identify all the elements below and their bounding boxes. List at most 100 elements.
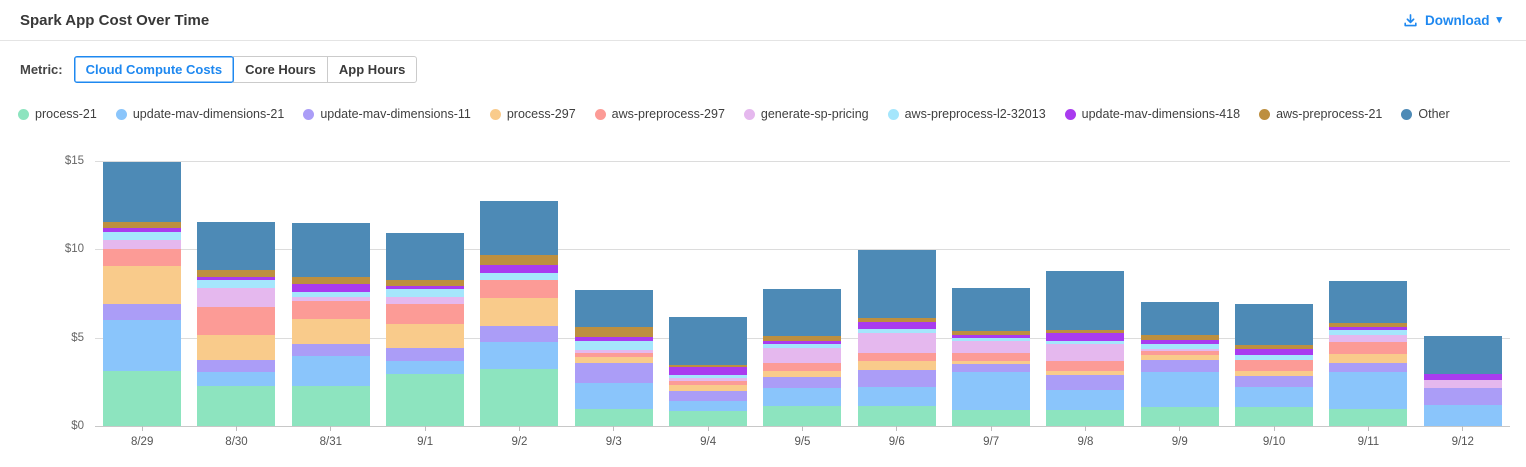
bar-segment-update-mav-dimensions-11[interactable] bbox=[386, 347, 465, 362]
bar-segment-aws-preprocess-297[interactable] bbox=[1046, 361, 1125, 371]
bar-segment-process-297[interactable] bbox=[857, 360, 936, 370]
bar-segment-aws-preprocess-l2-32013[interactable] bbox=[197, 279, 276, 288]
bar-9-11[interactable] bbox=[1329, 161, 1408, 426]
bar-segment-process-297[interactable] bbox=[480, 298, 559, 327]
bar-segment-aws-preprocess-297[interactable] bbox=[480, 279, 559, 299]
bar-segment-update-mav-dimensions-11[interactable] bbox=[291, 343, 370, 356]
bar-segment-update-mav-dimensions-21[interactable] bbox=[1235, 387, 1314, 408]
legend-item-update-mav-dimensions-21[interactable]: update-mav-dimensions-21 bbox=[115, 107, 284, 121]
bar-segment-update-mav-dimensions-418[interactable] bbox=[574, 337, 653, 342]
bar-9-8[interactable] bbox=[1046, 161, 1125, 426]
bar-segment-update-mav-dimensions-418[interactable] bbox=[763, 341, 842, 345]
legend-item-process-21[interactable]: process-21 bbox=[18, 107, 97, 121]
bar-segment-generate-sp-pricing[interactable] bbox=[857, 332, 936, 353]
bar-segment-update-mav-dimensions-21[interactable] bbox=[1046, 390, 1125, 411]
bar-segment-other[interactable] bbox=[386, 233, 465, 280]
bar-segment-other[interactable] bbox=[763, 288, 842, 337]
bar-segment-other[interactable] bbox=[1046, 270, 1125, 330]
bar-segment-update-mav-dimensions-418[interactable] bbox=[1235, 348, 1314, 356]
bar-segment-update-mav-dimensions-21[interactable] bbox=[386, 361, 465, 374]
bar-segment-aws-preprocess-297[interactable] bbox=[952, 352, 1031, 362]
bar-segment-generate-sp-pricing[interactable] bbox=[103, 239, 182, 249]
bar-segment-generate-sp-pricing[interactable] bbox=[763, 347, 842, 363]
bar-8-31[interactable] bbox=[291, 161, 370, 426]
bar-9-3[interactable] bbox=[574, 161, 653, 426]
bar-segment-update-mav-dimensions-11[interactable] bbox=[857, 369, 936, 388]
bar-segment-other[interactable] bbox=[197, 222, 276, 270]
bar-segment-process-21[interactable] bbox=[197, 386, 276, 426]
bar-8-29[interactable] bbox=[103, 161, 182, 426]
bar-segment-aws-preprocess-l2-32013[interactable] bbox=[480, 272, 559, 280]
bar-segment-aws-preprocess-21[interactable] bbox=[669, 364, 748, 368]
bar-segment-process-21[interactable] bbox=[103, 370, 182, 426]
bar-segment-aws-preprocess-l2-32013[interactable] bbox=[669, 375, 748, 378]
bar-9-12[interactable] bbox=[1423, 161, 1502, 426]
legend-item-aws-preprocess-21[interactable]: aws-preprocess-21 bbox=[1259, 107, 1382, 121]
legend-item-other[interactable]: Other bbox=[1401, 107, 1450, 121]
bar-segment-generate-sp-pricing[interactable] bbox=[952, 340, 1031, 353]
bar-9-9[interactable] bbox=[1140, 161, 1219, 426]
bar-segment-aws-preprocess-297[interactable] bbox=[574, 352, 653, 358]
bar-segment-aws-preprocess-21[interactable] bbox=[1046, 329, 1125, 334]
bar-segment-aws-preprocess-l2-32013[interactable] bbox=[574, 341, 653, 350]
bar-segment-process-297[interactable] bbox=[952, 361, 1031, 364]
bar-segment-process-21[interactable] bbox=[1329, 409, 1408, 426]
bar-segment-process-21[interactable] bbox=[1046, 410, 1125, 426]
bar-segment-aws-preprocess-l2-32013[interactable] bbox=[763, 344, 842, 348]
bar-segment-aws-preprocess-297[interactable] bbox=[669, 381, 748, 386]
bar-8-30[interactable] bbox=[197, 161, 276, 426]
bar-9-10[interactable] bbox=[1235, 161, 1314, 426]
bar-segment-aws-preprocess-21[interactable] bbox=[1140, 335, 1219, 340]
bar-segment-other[interactable] bbox=[1140, 301, 1219, 336]
bar-segment-generate-sp-pricing[interactable] bbox=[197, 287, 276, 308]
legend-item-process-297[interactable]: process-297 bbox=[489, 107, 576, 121]
bar-segment-update-mav-dimensions-418[interactable] bbox=[1140, 339, 1219, 344]
bar-segment-update-mav-dimensions-21[interactable] bbox=[197, 371, 276, 387]
bar-9-6[interactable] bbox=[857, 161, 936, 426]
bar-segment-update-mav-dimensions-21[interactable] bbox=[291, 355, 370, 386]
bar-segment-update-mav-dimensions-21[interactable] bbox=[1329, 372, 1408, 410]
bar-segment-process-21[interactable] bbox=[763, 406, 842, 426]
bar-segment-other[interactable] bbox=[480, 201, 559, 256]
bar-segment-process-297[interactable] bbox=[763, 371, 842, 377]
bar-segment-aws-preprocess-21[interactable] bbox=[480, 255, 559, 265]
bar-segment-update-mav-dimensions-418[interactable] bbox=[952, 334, 1031, 339]
bar-9-4[interactable] bbox=[669, 161, 748, 426]
bar-segment-update-mav-dimensions-418[interactable] bbox=[480, 264, 559, 273]
bar-segment-process-297[interactable] bbox=[197, 335, 276, 360]
bar-segment-update-mav-dimensions-418[interactable] bbox=[857, 322, 936, 329]
bar-segment-other[interactable] bbox=[669, 317, 748, 365]
bar-segment-aws-preprocess-21[interactable] bbox=[952, 331, 1031, 335]
bar-segment-update-mav-dimensions-11[interactable] bbox=[197, 359, 276, 372]
bar-segment-process-21[interactable] bbox=[291, 385, 370, 426]
bar-segment-aws-preprocess-21[interactable] bbox=[386, 279, 465, 287]
bar-segment-process-21[interactable] bbox=[1140, 407, 1219, 426]
legend-item-aws-preprocess-297[interactable]: aws-preprocess-297 bbox=[594, 107, 725, 121]
bar-segment-aws-preprocess-297[interactable] bbox=[197, 307, 276, 336]
bar-segment-update-mav-dimensions-11[interactable] bbox=[952, 363, 1031, 373]
legend-item-aws-preprocess-l2-32013[interactable]: aws-preprocess-l2-32013 bbox=[887, 107, 1046, 121]
bar-segment-aws-preprocess-21[interactable] bbox=[103, 221, 182, 228]
bar-segment-update-mav-dimensions-11[interactable] bbox=[1423, 387, 1502, 406]
bar-segment-process-297[interactable] bbox=[1046, 370, 1125, 376]
download-button[interactable]: Download ▾ bbox=[1403, 13, 1502, 28]
bar-segment-generate-sp-pricing[interactable] bbox=[1423, 379, 1502, 388]
bar-segment-aws-preprocess-l2-32013[interactable] bbox=[952, 338, 1031, 341]
bar-segment-other[interactable] bbox=[291, 222, 370, 277]
bar-segment-aws-preprocess-297[interactable] bbox=[763, 362, 842, 372]
bar-segment-update-mav-dimensions-21[interactable] bbox=[952, 372, 1031, 411]
bar-segment-update-mav-dimensions-418[interactable] bbox=[197, 276, 276, 280]
bar-segment-aws-preprocess-l2-32013[interactable] bbox=[386, 289, 465, 297]
bar-segment-process-297[interactable] bbox=[386, 323, 465, 348]
bar-segment-process-21[interactable] bbox=[480, 369, 559, 426]
bar-segment-update-mav-dimensions-11[interactable] bbox=[1046, 375, 1125, 391]
metric-tab-cloud-compute-costs[interactable]: Cloud Compute Costs bbox=[73, 56, 235, 83]
bar-9-2[interactable] bbox=[480, 161, 559, 426]
bar-segment-other[interactable] bbox=[857, 250, 936, 318]
bar-segment-process-297[interactable] bbox=[291, 318, 370, 344]
bar-segment-update-mav-dimensions-418[interactable] bbox=[386, 286, 465, 290]
bar-segment-aws-preprocess-21[interactable] bbox=[857, 317, 936, 323]
bar-segment-update-mav-dimensions-21[interactable] bbox=[763, 387, 842, 407]
bar-segment-update-mav-dimensions-21[interactable] bbox=[103, 320, 182, 371]
bar-segment-update-mav-dimensions-418[interactable] bbox=[1423, 373, 1502, 380]
